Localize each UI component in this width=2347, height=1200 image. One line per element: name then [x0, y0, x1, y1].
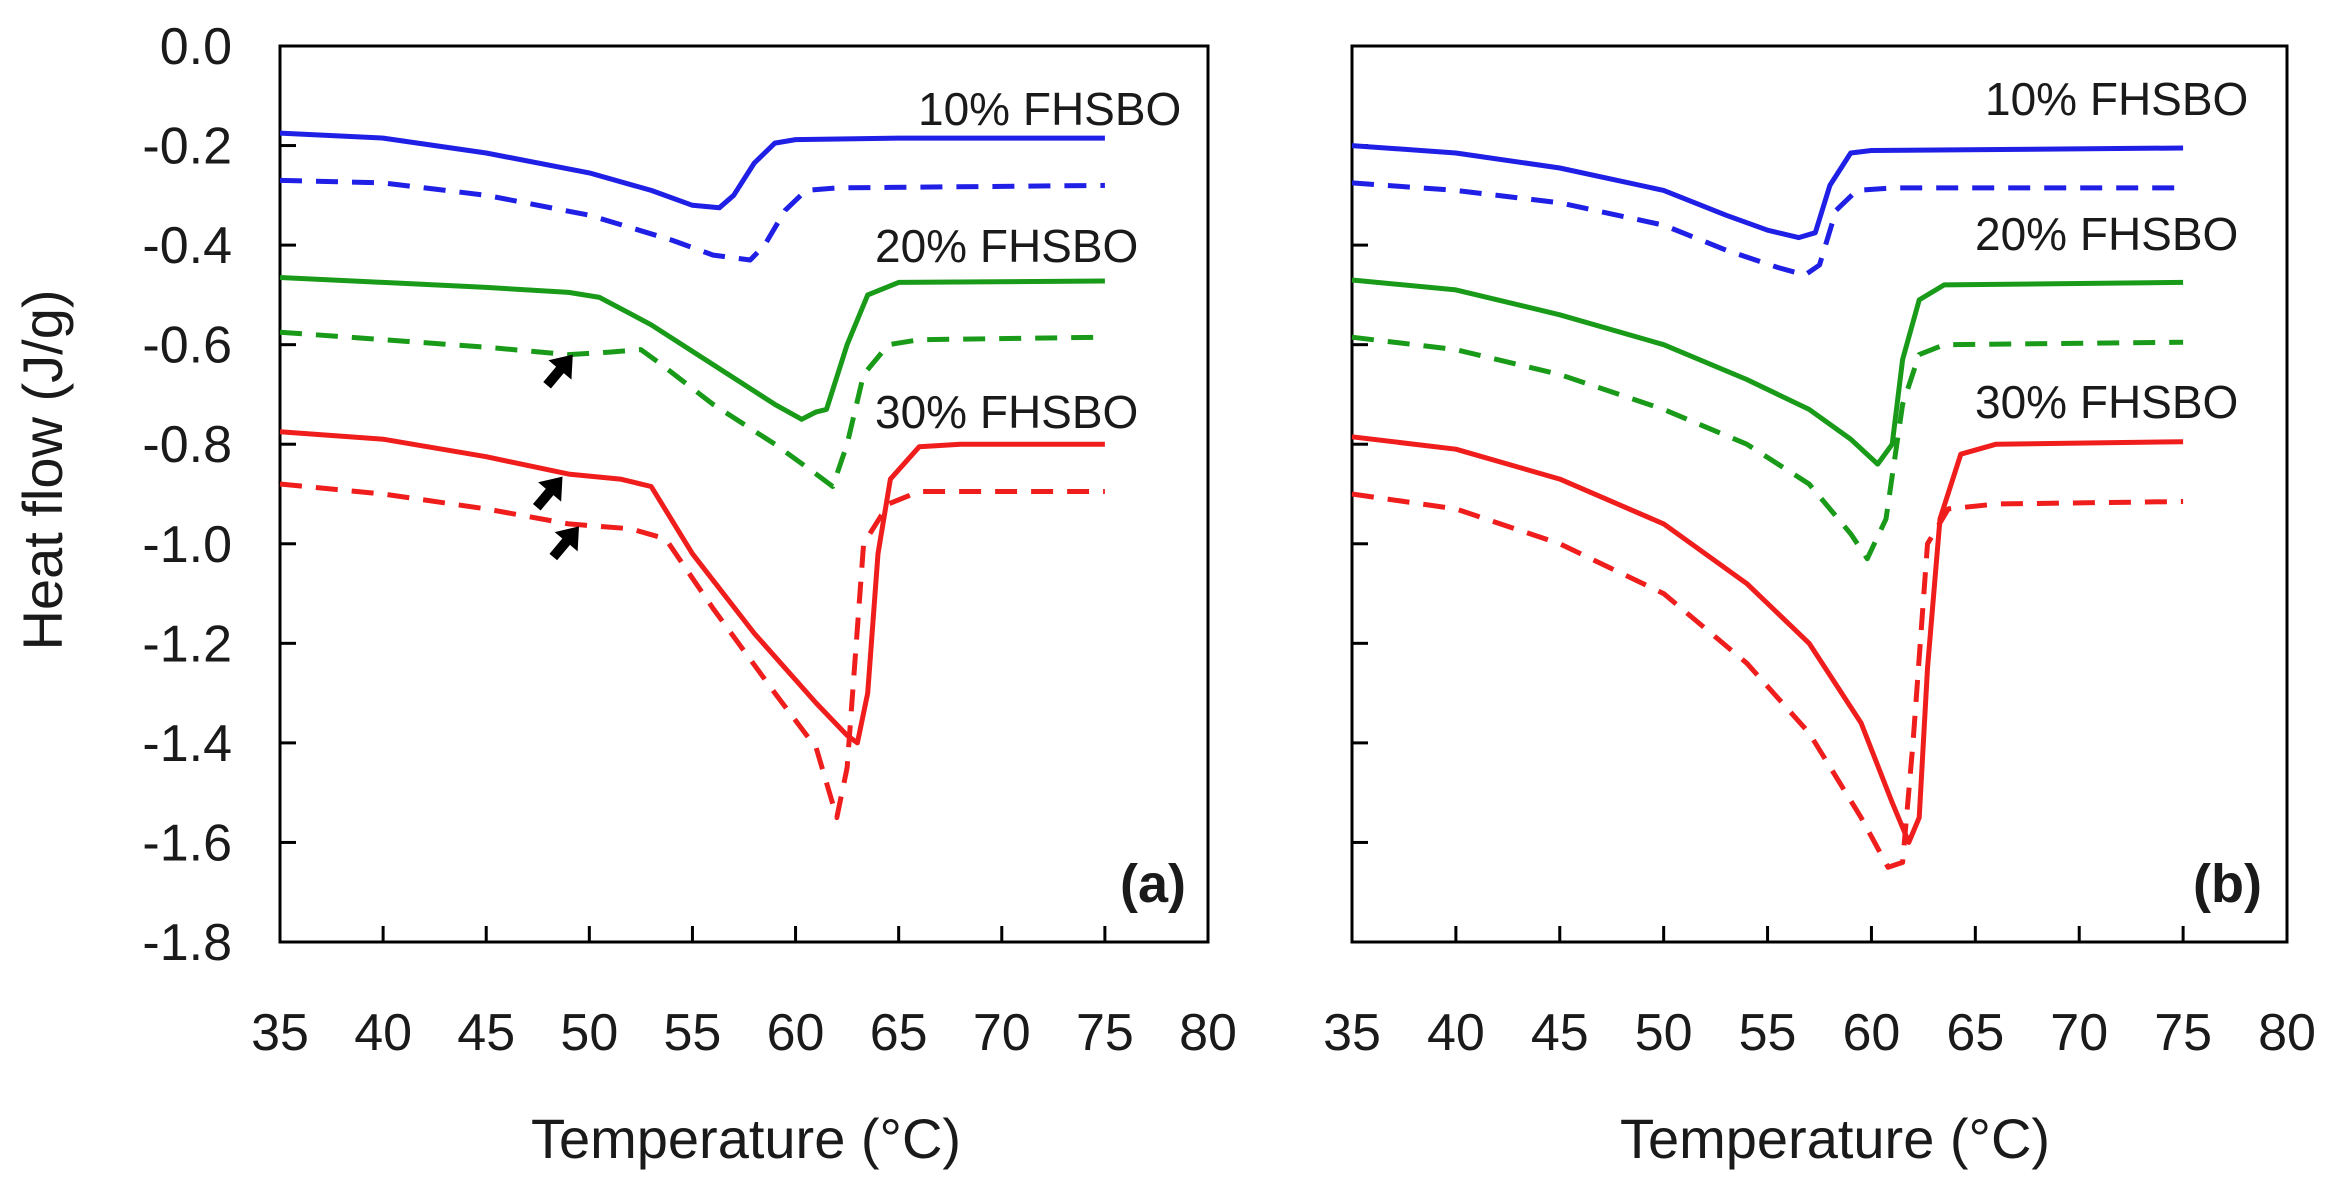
panel-b-series-label-20: 20% FHSBO: [1975, 208, 2238, 260]
panel-a-y-tick-label: -1.2: [142, 615, 232, 673]
panel-a-annotations: [532, 354, 579, 561]
arrow-annotation: [532, 476, 563, 511]
panel-a-series-label-20: 20% FHSBO: [875, 220, 1138, 272]
panel-a-y-tick-label: 0.0: [160, 18, 232, 76]
panel-b-30pct-dashed-curve: [1351, 491, 2184, 870]
panel-a-y-tick-label: -0.2: [142, 118, 232, 176]
panel-b-frame: [1350, 44, 2289, 944]
panel-b-x-tick-label: 65: [1946, 1004, 2004, 1062]
panel-b-20pct-solid-curve: [1351, 277, 2184, 467]
panel-a-x-tick-label: 70: [973, 1004, 1031, 1062]
panel-b-x-tick-label: 55: [1739, 1004, 1797, 1062]
panel-a-series-label-30: 30% FHSBO: [875, 386, 1138, 438]
panel-b-30pct-solid-curve: [1351, 434, 2184, 845]
panel-b-10pct-solid-curve: [1351, 143, 2184, 241]
y-axis-title: Heat flow (J/g): [11, 290, 74, 651]
panel-a-x-tick-label: 60: [767, 1004, 825, 1062]
panel-b-series: [1351, 143, 2184, 870]
panel-a-x-ticks: 35 40 45 50 55 60 65 70 75 80: [251, 926, 1237, 1062]
panel-a-x-tick-label: 65: [870, 1004, 928, 1062]
panel-b-x-axis-title: Temperature (°C): [1620, 1107, 2050, 1170]
panel-a-10pct-dashed-curve: [279, 177, 1105, 263]
panel-a: 0.0-0.2-0.4-0.6-0.8-1.0-1.2-1.4-1.6-1.8 …: [142, 18, 1237, 1170]
panel-a-frame: [278, 44, 1210, 944]
panel-a-y-tick-label: -1.6: [142, 814, 232, 872]
panel-a-20pct-solid-curve: [279, 275, 1105, 422]
panel-a-x-axis-title: Temperature (°C): [531, 1107, 961, 1170]
panel-a-x-tick-label: 35: [251, 1004, 309, 1062]
panel-a-30pct-solid-curve: [279, 429, 1105, 746]
panel-a-y-tick-label: -1.8: [142, 914, 232, 972]
panel-b-x-tick-label: 75: [2154, 1004, 2212, 1062]
panel-a-30pct-dashed-curve: [279, 481, 1105, 821]
panel-a-y-tick-label: -0.6: [142, 317, 232, 375]
panel-b-x-ticks: 35 40 45 50 55 60 65 70 75 80: [1323, 926, 2316, 1062]
panel-b-series-label-10: 10% FHSBO: [1985, 73, 2248, 125]
panel-a-x-tick-label: 40: [354, 1004, 412, 1062]
panel-b-20pct-dashed-curve: [1351, 334, 2184, 562]
panel-b-10pct-dashed-curve: [1351, 180, 2184, 278]
arrow-annotation: [543, 354, 573, 389]
panel-a-y-tick-label: -0.4: [142, 217, 232, 275]
panel-a-series: [279, 130, 1105, 821]
panel-a-10pct-solid-curve: [279, 130, 1105, 211]
panel-a-x-tick-label: 80: [1179, 1004, 1237, 1062]
panel-a-x-tick-label: 75: [1076, 1004, 1134, 1062]
panel-a-y-tick-label: -1.4: [142, 715, 232, 773]
panel-b: 35 40 45 50 55 60 65 70 75 80 10% FHSBO 20% FHSBO…: [1323, 44, 2316, 1170]
panel-b-label: (b): [2193, 854, 2262, 914]
panel-a-label: (a): [1120, 854, 1186, 914]
panel-b-x-tick-label: 60: [1843, 1004, 1901, 1062]
panel-a-20pct-dashed-curve: [279, 329, 1105, 489]
panel-b-x-tick-label: 80: [2258, 1004, 2316, 1062]
panel-a-y-tick-label: -1.0: [142, 516, 232, 574]
panel-a-series-label-10: 10% FHSBO: [918, 83, 1181, 135]
panel-b-x-tick-label: 50: [1635, 1004, 1693, 1062]
panel-a-y-ticks: 0.0 -0.2 -0.4 -0.6 -0.8 -1.0 -1.2 -1.4 -1.6 -1.8: [142, 18, 296, 972]
panel-b-x-tick-label: 70: [2050, 1004, 2108, 1062]
panel-b-x-tick-label: 35: [1323, 1004, 1381, 1062]
panel-a-x-tick-label: 55: [664, 1004, 722, 1062]
arrow-annotation: [549, 526, 579, 561]
panel-a-x-tick-label: 50: [560, 1004, 618, 1062]
panel-b-series-label-30: 30% FHSBO: [1975, 376, 2238, 428]
panel-a-y-tick-label: -0.8: [142, 416, 232, 474]
panel-a-x-tick-label: 45: [457, 1004, 515, 1062]
panel-b-x-tick-label: 40: [1427, 1004, 1485, 1062]
panel-b-x-tick-label: 45: [1531, 1004, 1589, 1062]
